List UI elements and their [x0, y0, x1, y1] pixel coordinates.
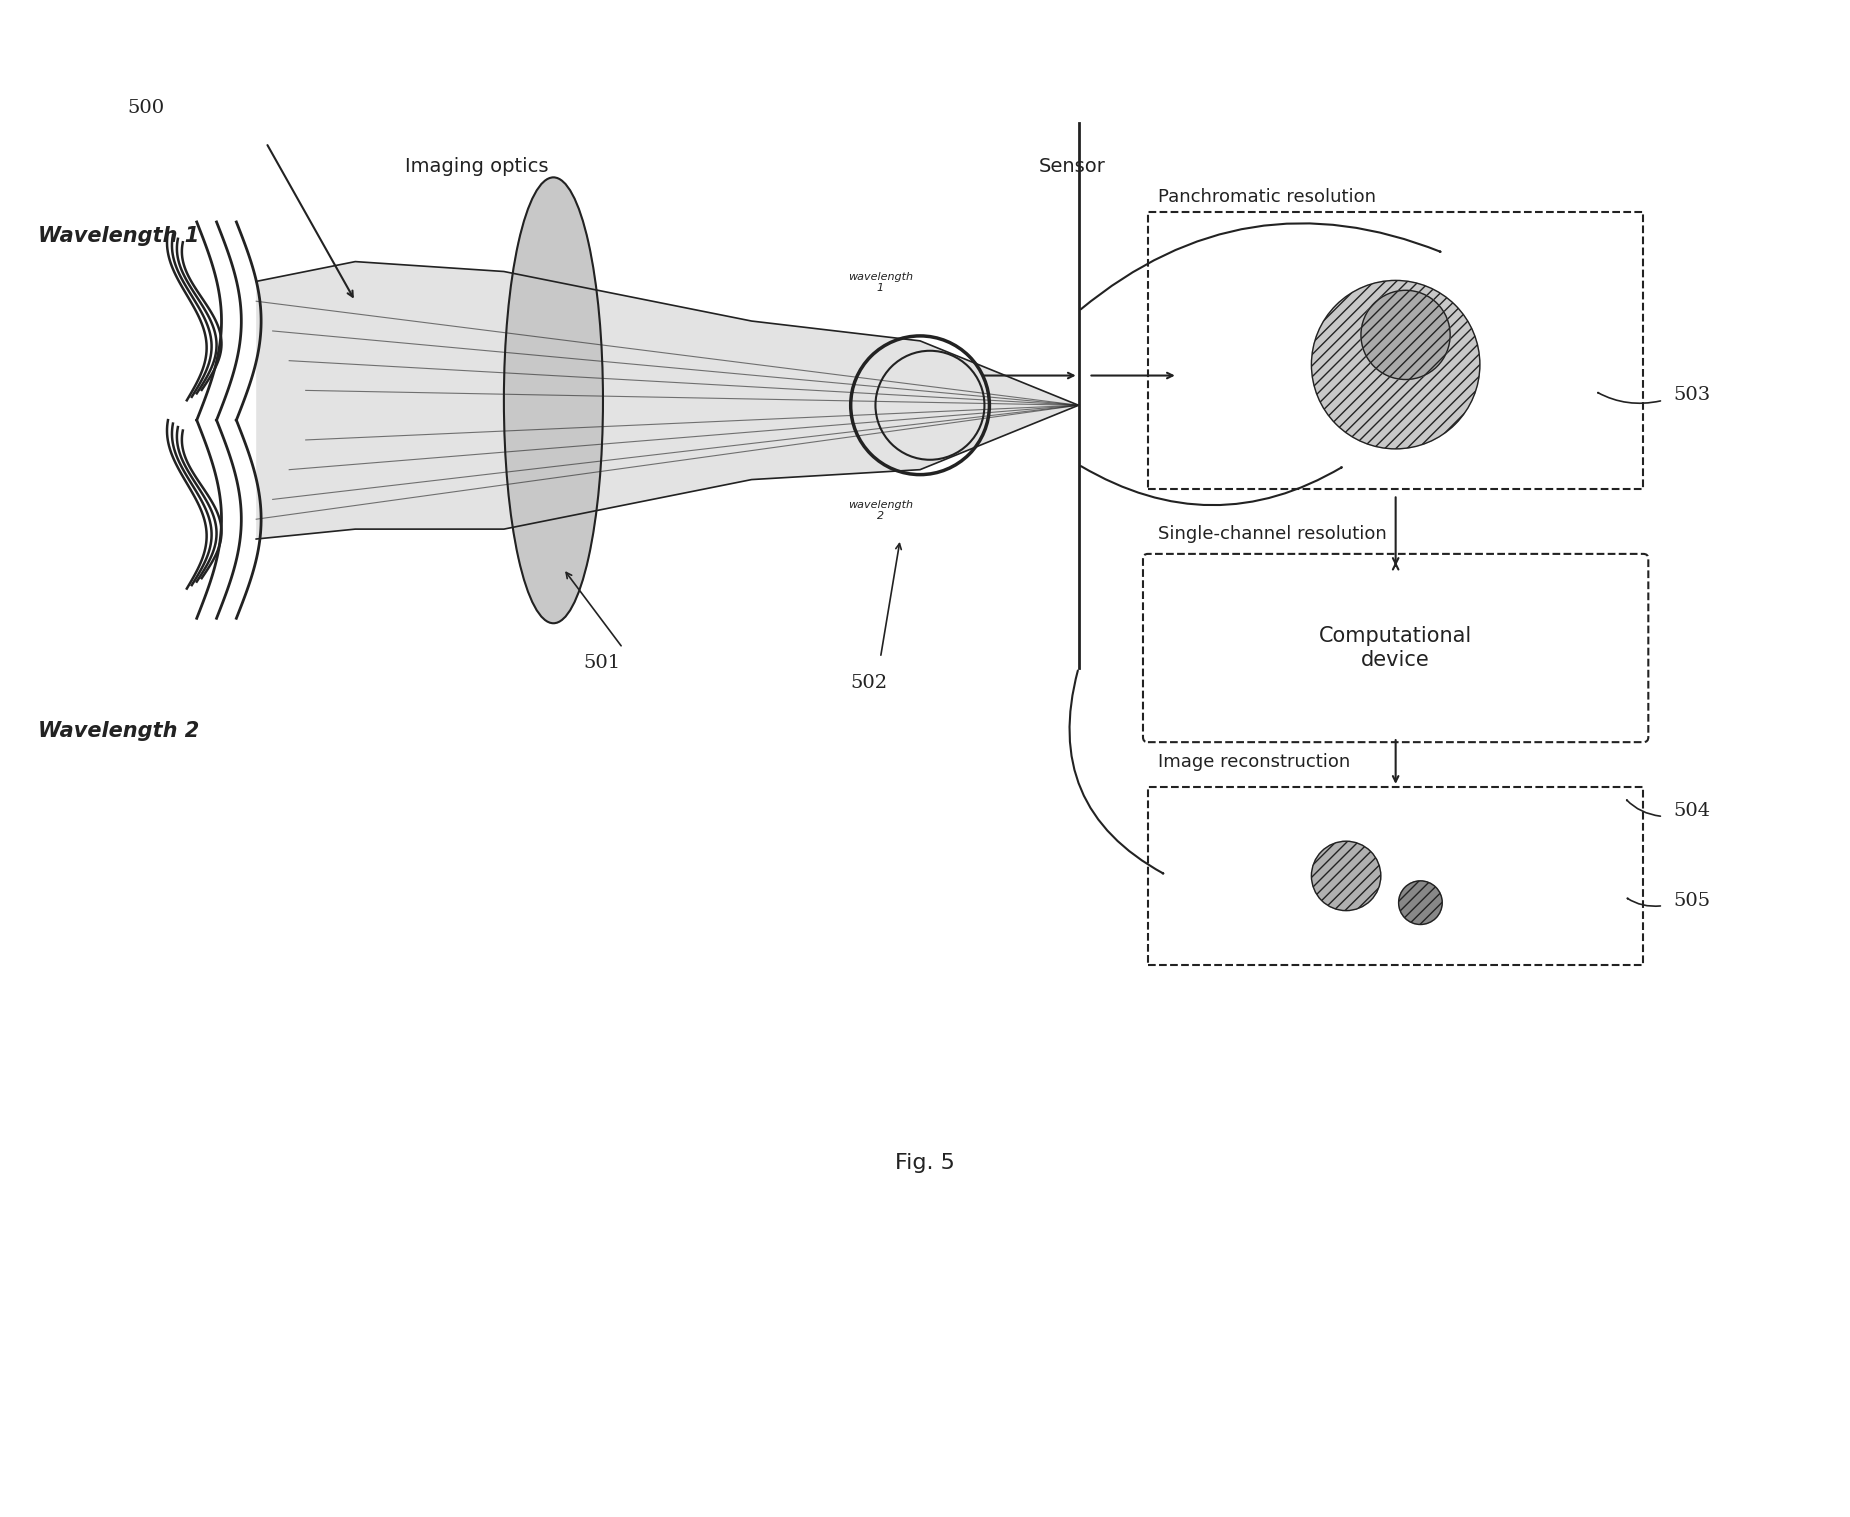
- Text: Imaging optics: Imaging optics: [405, 158, 548, 176]
- Text: Image reconstruction: Image reconstruction: [1158, 752, 1350, 771]
- Text: 504: 504: [1672, 802, 1709, 821]
- Circle shape: [1399, 881, 1443, 924]
- Text: Wavelength 2: Wavelength 2: [39, 721, 200, 742]
- Text: wavelength
2: wavelength 2: [847, 499, 912, 522]
- Text: wavelength
1: wavelength 1: [847, 272, 912, 293]
- FancyArrowPatch shape: [1080, 466, 1341, 505]
- Circle shape: [1362, 290, 1450, 379]
- FancyArrowPatch shape: [1598, 393, 1661, 404]
- Text: 500: 500: [128, 99, 165, 117]
- Circle shape: [1312, 842, 1380, 910]
- Text: 505: 505: [1672, 892, 1709, 910]
- Polygon shape: [255, 261, 1079, 539]
- Text: Panchromatic resolution: Panchromatic resolution: [1158, 188, 1376, 206]
- Text: Wavelength 1: Wavelength 1: [39, 226, 200, 246]
- FancyArrowPatch shape: [1628, 898, 1661, 906]
- Text: Single-channel resolution: Single-channel resolution: [1158, 525, 1388, 543]
- Circle shape: [1312, 281, 1480, 449]
- FancyArrowPatch shape: [1080, 223, 1441, 309]
- Text: Computational
device: Computational device: [1319, 627, 1473, 669]
- Text: 502: 502: [851, 674, 888, 692]
- Bar: [1149, 787, 1643, 965]
- Ellipse shape: [503, 177, 603, 623]
- FancyArrowPatch shape: [1626, 799, 1661, 816]
- Text: 501: 501: [583, 654, 620, 672]
- FancyArrowPatch shape: [1069, 671, 1164, 874]
- Text: Fig. 5: Fig. 5: [895, 1153, 955, 1173]
- Bar: [1149, 212, 1643, 490]
- Text: Sensor: Sensor: [1040, 158, 1106, 176]
- Text: 503: 503: [1672, 387, 1711, 405]
